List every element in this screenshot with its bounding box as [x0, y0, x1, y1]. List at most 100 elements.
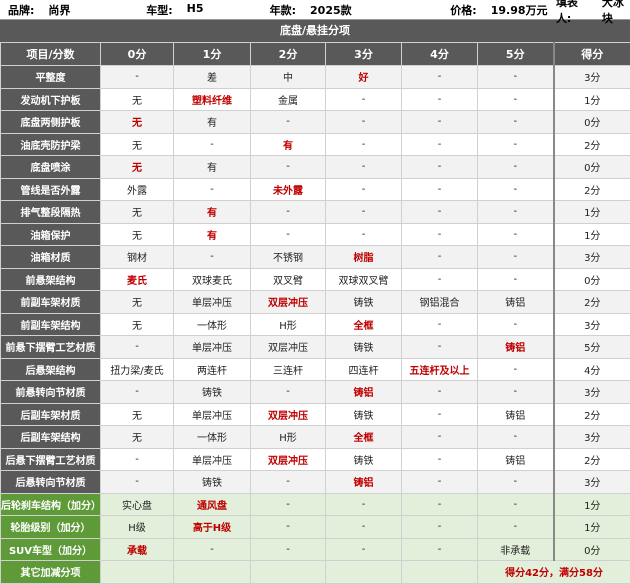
option-cell: 塑料纤维: [174, 88, 251, 111]
row: 排气整段隔热无有----1分: [1, 201, 630, 224]
option-cell: -: [402, 223, 478, 246]
score-cell: 3分: [554, 471, 630, 494]
option-cell: -: [478, 66, 554, 89]
info-pair: 品牌:尚界: [0, 2, 146, 18]
option-cell: 无: [101, 88, 174, 111]
option-cell: 铸铁: [326, 448, 402, 471]
row: 前悬转向节材质-铸铁-铸铝--3分: [1, 381, 630, 404]
option-cell: 无: [101, 403, 174, 426]
option-cell: 铸铝: [478, 403, 554, 426]
option-cell: -: [326, 178, 402, 201]
option-cell: -: [402, 493, 478, 516]
info-value: 大冰块: [602, 0, 630, 26]
option-cell: 双球双叉臂: [326, 268, 402, 291]
option-cell: -: [402, 111, 478, 134]
option-cell: 树脂: [326, 246, 402, 269]
option-cell: 好: [326, 66, 402, 89]
row: 轮胎级别（加分）H级高于H级----1分: [1, 516, 630, 539]
option-cell: -: [174, 246, 251, 269]
option-cell: -: [402, 313, 478, 336]
row: 底盘两侧护板无有----0分: [1, 111, 630, 134]
option-cell: 承载: [101, 538, 174, 561]
column-header: 0分: [101, 43, 174, 66]
option-cell: 铸铁: [326, 403, 402, 426]
option-cell: 全框: [326, 426, 402, 449]
empty-cell: [174, 561, 251, 584]
score-cell: 0分: [554, 268, 630, 291]
option-cell: -: [174, 538, 251, 561]
option-cell: -: [101, 66, 174, 89]
row-label: 油箱保护: [1, 223, 101, 246]
row-label: 后悬下摆臂工艺材质: [1, 448, 101, 471]
info-pair: 年款:2025款: [270, 2, 451, 18]
row-label: 管线是否外露: [1, 178, 101, 201]
option-cell: 通风盘: [174, 493, 251, 516]
option-cell: 无: [101, 133, 174, 156]
summary: 得分42分，满分58分: [478, 561, 630, 584]
option-cell: -: [402, 336, 478, 359]
option-cell: 铸铁: [174, 381, 251, 404]
score-cell: 2分: [554, 403, 630, 426]
option-cell: -: [478, 516, 554, 539]
option-cell: -: [326, 538, 402, 561]
option-cell: -: [402, 156, 478, 179]
option-cell: H形: [251, 313, 326, 336]
option-cell: -: [402, 471, 478, 494]
score-cell: 1分: [554, 201, 630, 224]
option-cell: 扭力梁/麦氏: [101, 358, 174, 381]
option-cell: 不锈钢: [251, 246, 326, 269]
option-cell: 无: [101, 201, 174, 224]
row-label: 平整度: [1, 66, 101, 89]
row: 油箱材质钢材-不锈钢树脂--3分: [1, 246, 630, 269]
option-cell: 有: [174, 201, 251, 224]
score-cell: 3分: [554, 426, 630, 449]
option-cell: 双层冲压: [251, 403, 326, 426]
row-label: 前悬转向节材质: [1, 381, 101, 404]
info-pair: 填表人: 大冰块: [556, 0, 630, 26]
option-cell: 差: [174, 66, 251, 89]
option-cell: 有: [251, 133, 326, 156]
option-cell: -: [478, 201, 554, 224]
option-cell: 非承载: [478, 538, 554, 561]
score-cell: 1分: [554, 223, 630, 246]
row-label: 底盘两侧护板: [1, 111, 101, 134]
option-cell: -: [402, 178, 478, 201]
info-pair: 车型:H5: [146, 2, 269, 18]
column-header: 5分: [478, 43, 554, 66]
empty-cell: [326, 561, 402, 584]
option-cell: 铸铝: [326, 381, 402, 404]
info-label: 填表人:: [556, 0, 588, 26]
info-label: 年款:: [270, 2, 296, 18]
row-label: 油底壳防护梁: [1, 133, 101, 156]
option-cell: 中: [251, 66, 326, 89]
option-cell: -: [251, 111, 326, 134]
option-cell: 无: [101, 111, 174, 134]
option-cell: -: [101, 471, 174, 494]
option-cell: 双层冲压: [251, 336, 326, 359]
option-cell: -: [478, 471, 554, 494]
option-cell: 无: [101, 426, 174, 449]
column-header: 2分: [251, 43, 326, 66]
column-header: 3分: [326, 43, 402, 66]
score-cell: 0分: [554, 156, 630, 179]
option-cell: -: [326, 516, 402, 539]
row-label: 发动机下护板: [1, 88, 101, 111]
info-value: 尚界: [48, 2, 70, 18]
option-cell: 单层冲压: [174, 448, 251, 471]
option-cell: 单层冲压: [174, 403, 251, 426]
column-header: 项目/分数: [1, 43, 101, 66]
option-cell: 三连杆: [251, 358, 326, 381]
option-cell: 四连杆: [326, 358, 402, 381]
option-cell: 单层冲压: [174, 291, 251, 314]
option-cell: -: [326, 156, 402, 179]
score-cell: 1分: [554, 88, 630, 111]
option-cell: -: [402, 201, 478, 224]
section-title: 底盘/悬挂分项: [0, 20, 630, 42]
